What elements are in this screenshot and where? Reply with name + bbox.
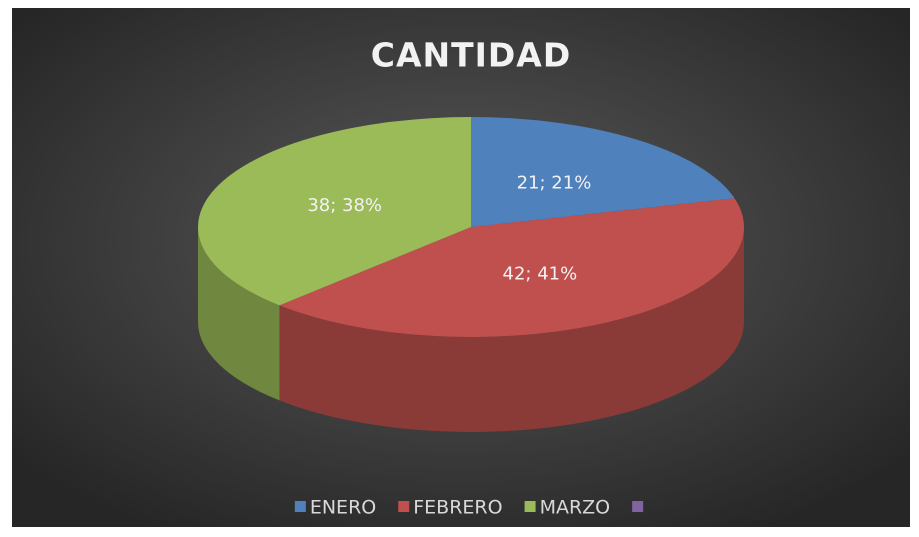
- pie-tops: [198, 116, 744, 337]
- pie-side: [198, 227, 280, 401]
- legend-swatch: [524, 501, 536, 512]
- legend-swatch: [398, 501, 410, 512]
- data-label: 21; 21%: [517, 172, 592, 193]
- pie-slice: [471, 117, 735, 227]
- legend-swatch: [294, 501, 306, 512]
- legend: ENERO FEBRERO MARZO: [294, 497, 644, 519]
- legend-swatch: [632, 501, 644, 512]
- pie-slice: [279, 198, 744, 337]
- data-label: 38; 38%: [307, 195, 382, 216]
- legend-label: MARZO: [540, 497, 611, 519]
- pie-sides: [198, 227, 744, 433]
- legend-label: ENERO: [310, 497, 376, 519]
- data-labels: 21; 21% 42; 41% 38; 38%: [307, 172, 591, 284]
- chart-title: CANTIDAD: [371, 36, 572, 75]
- legend-label: FEBRERO: [413, 497, 502, 519]
- pie-slice: [198, 116, 472, 306]
- data-label: 42; 41%: [503, 263, 578, 284]
- pie-side: [279, 227, 744, 433]
